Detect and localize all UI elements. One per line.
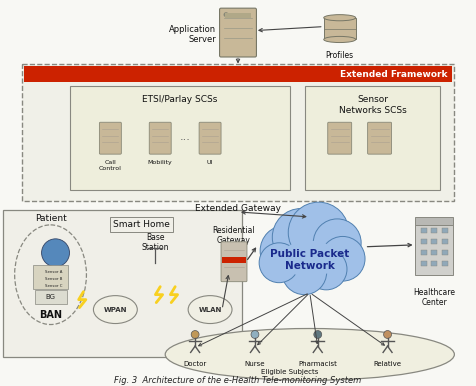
Text: Residential
Gateway: Residential Gateway bbox=[213, 226, 255, 245]
Ellipse shape bbox=[165, 328, 455, 380]
Ellipse shape bbox=[324, 15, 356, 21]
Text: Smart Home: Smart Home bbox=[113, 220, 170, 229]
Text: Healthcare
Center: Healthcare Center bbox=[414, 288, 456, 307]
Text: WLAN: WLAN bbox=[198, 306, 222, 313]
Circle shape bbox=[260, 225, 311, 276]
Ellipse shape bbox=[279, 241, 340, 277]
Text: Sensor C: Sensor C bbox=[45, 284, 62, 288]
Text: Public Packet
Network: Public Packet Network bbox=[270, 249, 349, 271]
Circle shape bbox=[306, 249, 347, 290]
Bar bbox=[431, 261, 437, 266]
Text: Mobility: Mobility bbox=[148, 160, 173, 165]
Circle shape bbox=[224, 12, 228, 17]
Bar bbox=[35, 290, 67, 304]
Text: ...: ... bbox=[180, 132, 190, 142]
Bar bbox=[431, 239, 437, 244]
Bar bbox=[421, 228, 427, 233]
Ellipse shape bbox=[324, 36, 356, 42]
Circle shape bbox=[288, 202, 349, 263]
Bar bbox=[324, 18, 356, 39]
Text: Profiles: Profiles bbox=[326, 51, 354, 59]
FancyBboxPatch shape bbox=[99, 122, 121, 154]
Bar bbox=[305, 86, 440, 190]
Text: WPAN: WPAN bbox=[104, 306, 127, 313]
Bar bbox=[416, 225, 453, 275]
Text: Eligible Subjects: Eligible Subjects bbox=[261, 369, 318, 375]
Bar bbox=[3, 210, 242, 357]
Bar bbox=[416, 217, 453, 225]
Circle shape bbox=[272, 208, 330, 266]
Text: Doctor: Doctor bbox=[184, 361, 207, 367]
FancyBboxPatch shape bbox=[199, 122, 221, 154]
FancyBboxPatch shape bbox=[328, 122, 352, 154]
Circle shape bbox=[251, 330, 259, 339]
Text: BG: BG bbox=[46, 294, 56, 300]
Ellipse shape bbox=[188, 296, 232, 323]
Text: Base
Station: Base Station bbox=[141, 233, 169, 252]
Bar bbox=[421, 239, 427, 244]
FancyBboxPatch shape bbox=[221, 242, 247, 282]
Text: UI: UI bbox=[207, 160, 213, 165]
Text: Relative: Relative bbox=[374, 361, 402, 367]
Circle shape bbox=[384, 330, 392, 339]
Ellipse shape bbox=[93, 296, 137, 323]
Text: Application
Server: Application Server bbox=[169, 25, 216, 44]
Text: ETSI/Parlay SCSs: ETSI/Parlay SCSs bbox=[142, 95, 218, 104]
Text: Call
Control: Call Control bbox=[99, 160, 122, 171]
Text: Extended Gateway: Extended Gateway bbox=[195, 204, 281, 213]
Text: Fig. 3  Architecture of the e-Health Tele-monitoring System: Fig. 3 Architecture of the e-Health Tele… bbox=[114, 376, 362, 385]
Bar bbox=[442, 239, 448, 244]
Bar bbox=[431, 228, 437, 233]
Text: BAN: BAN bbox=[39, 310, 62, 320]
Text: Patient: Patient bbox=[35, 214, 67, 223]
Circle shape bbox=[282, 250, 327, 295]
Circle shape bbox=[320, 237, 365, 281]
Bar bbox=[431, 250, 437, 255]
Text: Nurse: Nurse bbox=[245, 361, 265, 367]
Circle shape bbox=[313, 219, 361, 267]
Bar bbox=[442, 228, 448, 233]
Text: Sensor A: Sensor A bbox=[45, 270, 62, 274]
FancyBboxPatch shape bbox=[367, 122, 392, 154]
Bar bbox=[421, 250, 427, 255]
Bar bbox=[222, 257, 246, 263]
Text: Sensor
Networks SCSs: Sensor Networks SCSs bbox=[339, 95, 407, 115]
Bar bbox=[225, 13, 251, 18]
Circle shape bbox=[314, 330, 322, 339]
Text: Extended Framework: Extended Framework bbox=[340, 70, 447, 79]
Text: Sensor B: Sensor B bbox=[45, 277, 62, 281]
Bar bbox=[442, 250, 448, 255]
Bar bbox=[70, 86, 290, 190]
Bar bbox=[421, 261, 427, 266]
Circle shape bbox=[41, 239, 69, 267]
FancyBboxPatch shape bbox=[21, 64, 455, 201]
FancyBboxPatch shape bbox=[149, 122, 171, 154]
Bar bbox=[442, 261, 448, 266]
Text: Pharmacist: Pharmacist bbox=[298, 361, 337, 367]
Bar bbox=[24, 66, 452, 82]
FancyBboxPatch shape bbox=[219, 8, 257, 57]
Circle shape bbox=[259, 243, 299, 283]
Bar bbox=[32, 265, 69, 289]
Circle shape bbox=[191, 330, 199, 339]
